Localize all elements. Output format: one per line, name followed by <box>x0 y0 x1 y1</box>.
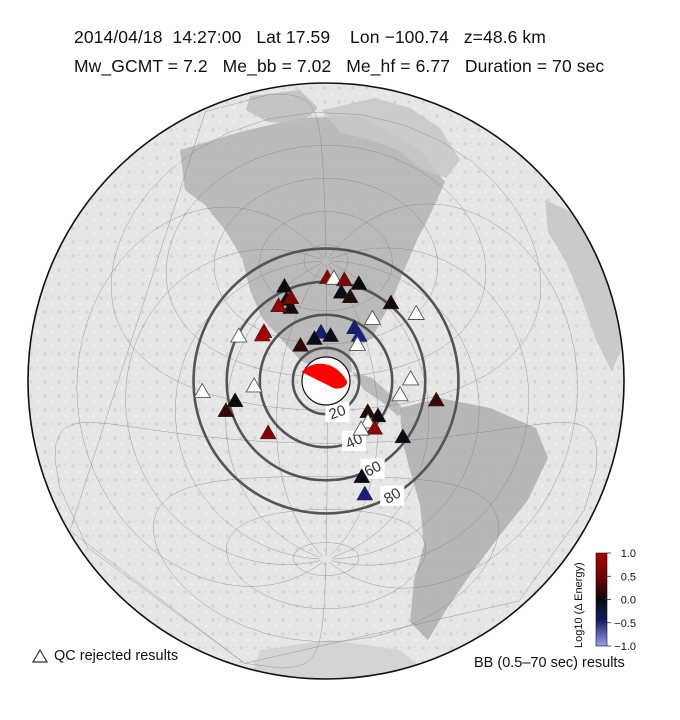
station-marker <box>259 424 277 440</box>
station-rejected-marker <box>348 335 367 351</box>
energy-colorbar: 1.0 0.5 0.0 −0.5 −1.0 Log10 (Δ Energy) <box>573 548 636 653</box>
ring-label-40: 40 <box>343 430 365 452</box>
station-rejected-marker <box>352 420 370 436</box>
distance-ring <box>192 247 460 515</box>
station-marker <box>305 330 323 345</box>
beachball-compression-quadrant <box>301 363 348 389</box>
colorbar-title: Log10 (Δ Energy) <box>573 562 585 648</box>
station-marker <box>353 468 371 483</box>
ring-label-20: 20 <box>327 402 348 424</box>
qc-rejected-legend: QC rejected results <box>32 648 178 664</box>
station-rejected-marker <box>401 370 420 386</box>
station-marker <box>282 289 300 304</box>
station-marker <box>226 392 244 408</box>
station-marker <box>253 326 271 342</box>
station-rejected-marker <box>363 309 382 325</box>
colorbar-tick-label: 0.5 <box>621 571 636 583</box>
station-rejected-marker <box>407 304 425 320</box>
station-markers <box>193 269 445 501</box>
land-greenland <box>322 98 460 178</box>
station-marker <box>275 277 293 293</box>
graticule-meridian <box>225 262 323 558</box>
open-triangle-icon <box>32 649 48 663</box>
station-marker <box>356 485 374 501</box>
station-marker <box>282 299 300 314</box>
qc-rejected-label: QC rejected results <box>54 648 179 664</box>
station-rejected-marker <box>325 269 343 285</box>
station-marker <box>366 419 384 435</box>
station-marker <box>292 336 309 352</box>
bb-results-label: BB (0.5–70 sec) results <box>474 655 625 671</box>
graticule-meridian <box>69 94 327 669</box>
station-marker <box>217 402 235 417</box>
station-rejected-marker <box>245 377 263 393</box>
station-marker <box>382 294 400 310</box>
event-header-line-1: 2014/04/18 14:27:00 Lat 17.59 Lon −100.7… <box>74 27 546 47</box>
ring-label-background <box>360 458 385 479</box>
station-marker <box>270 297 287 312</box>
colorbar-tick-label: −0.5 <box>614 618 636 630</box>
station-marker <box>350 275 368 290</box>
land-central-america <box>352 372 404 416</box>
graticule-meridian <box>330 260 480 560</box>
graticule-meridian <box>328 203 578 589</box>
station-rejected-marker <box>230 327 248 343</box>
colorbar-gradient <box>595 552 608 647</box>
station-marker <box>335 271 353 287</box>
ring-label-background <box>380 485 405 506</box>
ring-label-background <box>341 431 366 452</box>
land-south-america <box>400 398 548 640</box>
station-rejected-marker <box>193 382 212 398</box>
graticule-meridian <box>125 249 323 565</box>
globe-outline <box>27 82 625 680</box>
station-marker <box>332 283 350 299</box>
station-rejected-marker <box>391 385 409 402</box>
station-marker <box>341 288 359 303</box>
focal-mechanism-beachball <box>301 356 351 406</box>
station-marker <box>427 391 445 407</box>
ring-label-60: 60 <box>362 458 385 481</box>
event-header-line-2: Mw_GCMT = 7.2 Me_bb = 7.02 Me_hf = 6.77 … <box>74 56 605 76</box>
colorbar-tick-label: 0.0 <box>621 595 636 607</box>
ring-label-background <box>325 402 350 423</box>
station-rejected-marker <box>359 413 377 429</box>
distance-ring <box>258 313 394 449</box>
colorbar-tick-label: 1.0 <box>621 548 636 560</box>
graticule-meridian <box>329 247 530 566</box>
station-marker <box>322 327 339 342</box>
graticule-meridian <box>175 260 322 560</box>
land-arctic-islands <box>246 90 318 124</box>
colorbar-tick-label: −1.0 <box>614 641 636 653</box>
colorbar-ticks: 1.0 0.5 0.0 −0.5 −1.0 <box>607 548 636 653</box>
graticule-meridian <box>76 206 324 587</box>
ring-label-80: 80 <box>381 485 404 508</box>
station-marker <box>394 428 412 444</box>
station-marker <box>369 407 387 423</box>
